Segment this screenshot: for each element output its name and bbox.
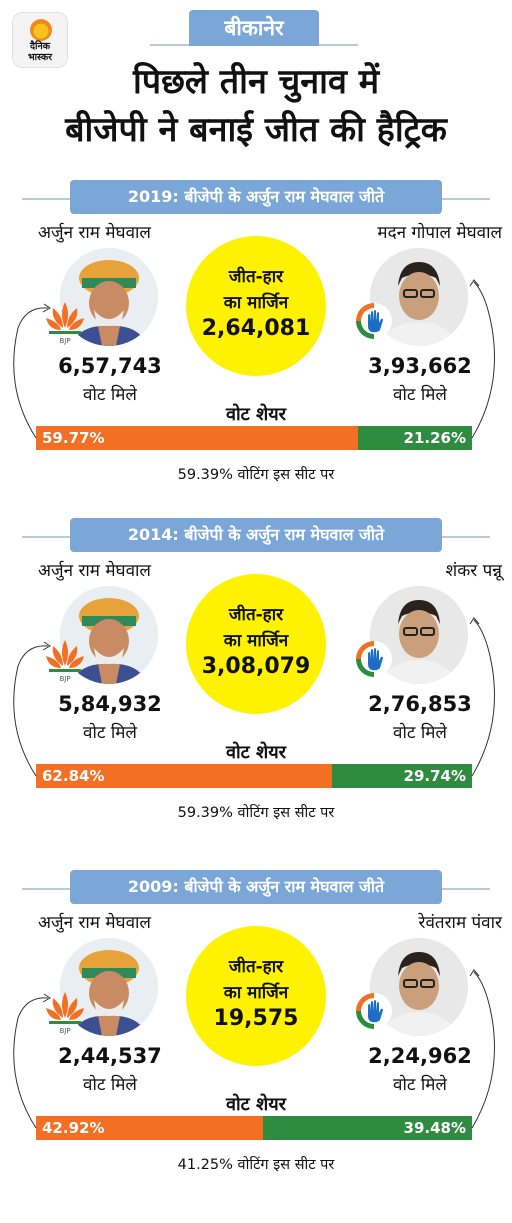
runner-share-segment: 29.74% xyxy=(331,764,472,788)
runner-share-segment: 39.48% xyxy=(263,1116,472,1140)
congress-hand-icon xyxy=(355,992,393,1030)
winner-share-segment: 42.92% xyxy=(36,1116,264,1140)
vote-share-title: वोट शेयर xyxy=(225,1094,287,1115)
svg-text:BJP: BJP xyxy=(59,337,70,345)
margin-label-2: का मार्जिन xyxy=(223,631,289,651)
winner-share-segment: 62.84% xyxy=(36,764,332,788)
bjp-lotus-icon: BJP xyxy=(45,298,85,346)
runner-photo xyxy=(370,938,468,1036)
runner-votes-label: वोट मिले xyxy=(393,1075,447,1095)
dainik-bhaskar-logo: दैनिक भास्कर xyxy=(12,12,68,68)
logo-text-line-1: दैनिक xyxy=(29,41,51,52)
margin-label-2: का मार्जिन xyxy=(223,983,289,1003)
turnout-text: 59.39% वोटिंग इस सीट पर xyxy=(177,805,335,821)
vote-share-bar: 59.77% 21.26% xyxy=(36,426,472,450)
vote-share-title: वोट शेयर xyxy=(225,404,287,425)
section-title: 2019: बीजेपी के अर्जुन राम मेघवाल जीते xyxy=(70,180,442,214)
congress-hand-icon xyxy=(355,640,393,678)
runner-votes: 3,93,662 xyxy=(368,354,472,378)
winner-name: अर्जुन राम मेघवाल xyxy=(38,561,151,581)
headline-line-2: बीजेपी ने बनाई जीत की हैट्रिक xyxy=(65,110,447,150)
election-section-2009: 2009: बीजेपी के अर्जुन राम मेघवाल जीते अ… xyxy=(0,868,512,1203)
city-label: बीकानेर xyxy=(189,10,319,46)
winner-photo xyxy=(60,248,158,346)
svg-text:BJP: BJP xyxy=(59,1027,70,1035)
runner-name: मदन गोपाल मेघवाल xyxy=(377,223,502,243)
headline: पिछले तीन चुनाव में बीजेपी ने बनाई जीत क… xyxy=(0,58,512,154)
margin-label-1: जीत-हार xyxy=(228,267,284,287)
winner-photo xyxy=(60,938,158,1036)
margin-label-1: जीत-हार xyxy=(228,605,284,625)
turnout-text: 41.25% वोटिंग इस सीट पर xyxy=(177,1157,335,1173)
section-title: 2009: बीजेपी के अर्जुन राम मेघवाल जीते xyxy=(70,870,442,904)
runner-votes-label: वोट मिले xyxy=(393,723,447,743)
margin-circle: जीत-हार का मार्जिन 19,575 xyxy=(186,926,326,1066)
margin-value: 19,575 xyxy=(213,1006,299,1031)
winner-name: अर्जुन राम मेघवाल xyxy=(38,913,151,933)
runner-share-segment: 21.26% xyxy=(357,426,472,450)
runner-name: रेवंतराम पंवार xyxy=(418,913,503,933)
winner-name: अर्जुन राम मेघवाल xyxy=(38,223,151,243)
winner-votes: 2,44,537 xyxy=(58,1044,162,1068)
election-section-2019: 2019: बीजेपी के अर्जुन राम मेघवाल जीते अ… xyxy=(0,178,512,513)
runner-votes: 2,24,962 xyxy=(368,1044,472,1068)
sun-icon xyxy=(30,19,52,41)
runner-votes-label: वोट मिले xyxy=(393,385,447,405)
runner-photo xyxy=(370,586,468,684)
bjp-lotus-icon: BJP xyxy=(45,988,85,1036)
winner-share-segment: 59.77% xyxy=(36,426,358,450)
winner-votes-label: वोट मिले xyxy=(83,1075,137,1095)
logo-text-line-2: भास्कर xyxy=(27,52,53,63)
vote-share-bar: 62.84% 29.74% xyxy=(36,764,472,788)
runner-votes: 2,76,853 xyxy=(368,692,472,716)
winner-photo xyxy=(60,586,158,684)
margin-circle: जीत-हार का मार्जिन 3,08,079 xyxy=(186,574,326,714)
winner-votes-label: वोट मिले xyxy=(83,385,137,405)
headline-line-1: पिछले तीन चुनाव में xyxy=(132,62,380,102)
margin-label-1: जीत-हार xyxy=(228,957,284,977)
margin-value: 3,08,079 xyxy=(201,654,311,679)
svg-text:BJP: BJP xyxy=(59,675,70,683)
runner-name: शंकर पन्नू xyxy=(445,561,502,581)
margin-value: 2,64,081 xyxy=(201,316,311,341)
turnout-text: 59.39% वोटिंग इस सीट पर xyxy=(177,467,335,483)
congress-hand-icon xyxy=(355,302,393,340)
bjp-lotus-icon: BJP xyxy=(45,636,85,684)
winner-votes: 5,84,932 xyxy=(58,692,162,716)
vote-share-title: वोट शेयर xyxy=(225,742,287,763)
margin-circle: जीत-हार का मार्जिन 2,64,081 xyxy=(186,236,326,376)
vote-share-bar: 42.92% 39.48% xyxy=(36,1116,472,1140)
margin-label-2: का मार्जिन xyxy=(223,293,289,313)
section-title: 2014: बीजेपी के अर्जुन राम मेघवाल जीते xyxy=(70,518,442,552)
winner-votes-label: वोट मिले xyxy=(83,723,137,743)
election-section-2014: 2014: बीजेपी के अर्जुन राम मेघवाल जीते अ… xyxy=(0,516,512,851)
winner-votes: 6,57,743 xyxy=(58,354,162,378)
